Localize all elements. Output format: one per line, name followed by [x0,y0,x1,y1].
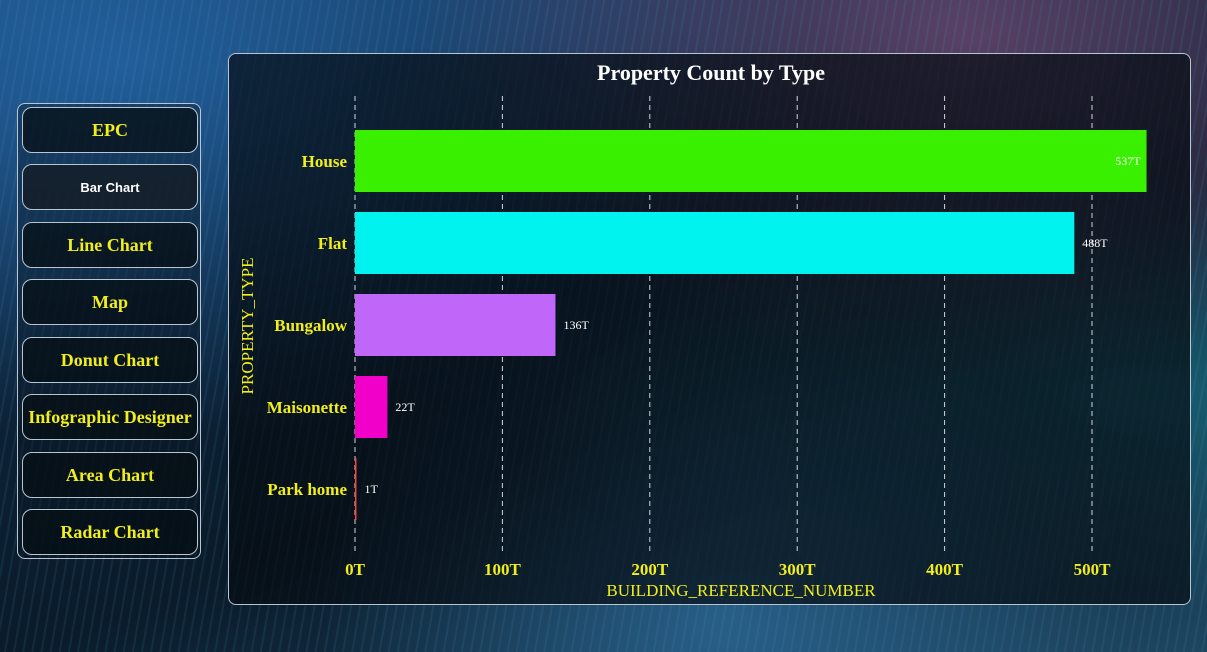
y-tick-label: House [302,152,348,171]
nav-button-radar-chart[interactable]: Radar Chart [22,509,198,555]
sidebar-nav: EPC Bar Chart Line Chart Map Donut Chart… [17,103,201,559]
x-tick-label: 200T [631,560,669,579]
nav-button-bar-chart[interactable]: Bar Chart [22,164,198,210]
nav-button-donut-chart[interactable]: Donut Chart [22,337,198,383]
bar-maisonette[interactable] [355,376,388,438]
bar-flat[interactable] [355,212,1075,274]
data-label: 537T [1115,154,1141,168]
x-tick-label: 400T [926,560,964,579]
nav-button-line-chart[interactable]: Line Chart [22,222,198,268]
y-tick-label: Maisonette [267,398,348,417]
y-tick-label: Flat [318,234,348,253]
data-label: 488T [1082,236,1108,250]
x-tick-label: 100T [484,560,522,579]
chart-panel: Property Count by Type BUILDING_REFERENC… [228,53,1191,605]
chart-title: Property Count by Type [597,60,825,85]
y-axis-label: PROPERTY_TYPE [238,258,257,395]
bar-bungalow[interactable] [355,294,556,356]
nav-button-map[interactable]: Map [22,279,198,325]
x-axis-label: BUILDING_REFERENCE_NUMBER [606,581,876,600]
x-tick-label: 0T [345,560,366,579]
data-label: 136T [563,318,589,332]
bar-park-home[interactable] [355,458,357,520]
x-tick-label: 500T [1074,560,1112,579]
nav-button-epc[interactable]: EPC [22,107,198,153]
data-label: 1T [364,482,378,496]
y-tick-label: Park home [267,480,347,499]
nav-button-area-chart[interactable]: Area Chart [22,452,198,498]
bar-house[interactable] [355,130,1147,192]
data-label: 22T [395,400,415,414]
bar-chart: Property Count by Type BUILDING_REFERENC… [238,60,1147,600]
x-tick-label: 300T [779,560,817,579]
y-tick-label: Bungalow [274,316,347,335]
nav-button-infographic-designer[interactable]: Infographic Designer [22,394,198,440]
